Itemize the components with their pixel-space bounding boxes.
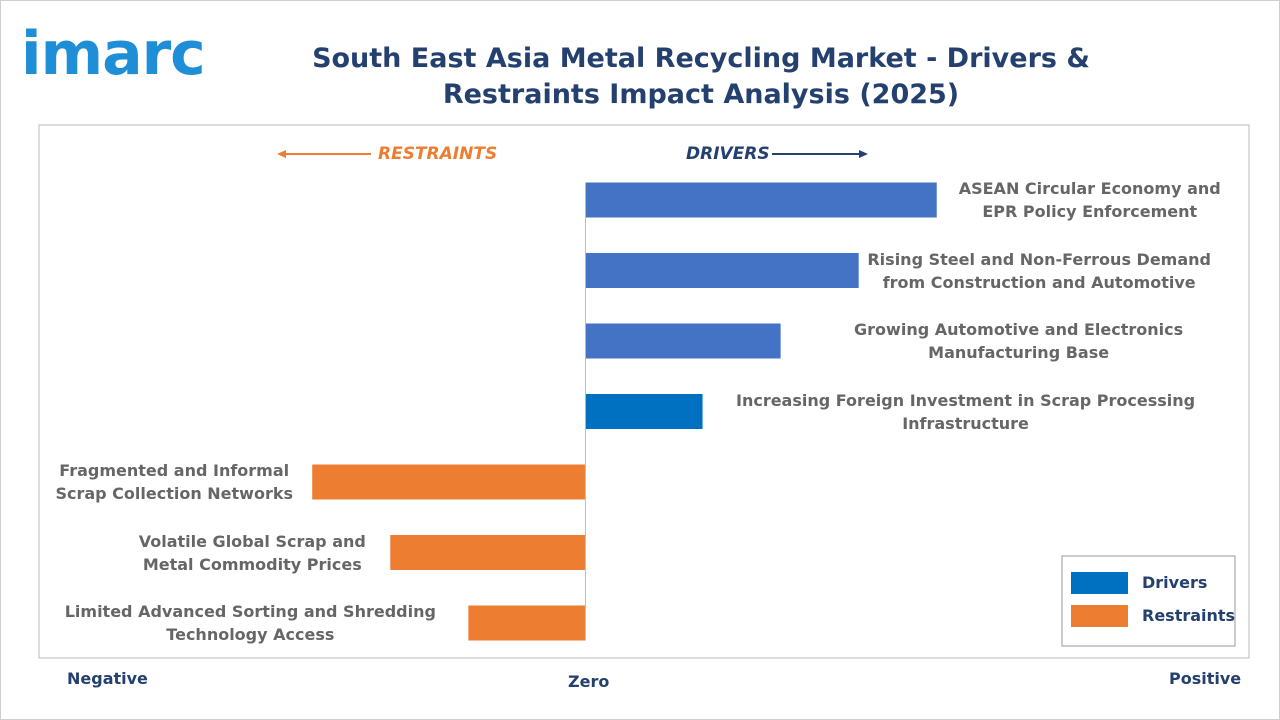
zero-label: Zero bbox=[568, 672, 610, 691]
bar-label: Increasing Foreign Investment in Scrap P… bbox=[735, 390, 1196, 433]
logo: imarc bbox=[21, 19, 206, 89]
bar-label: Growing Automotive and Electronics Manuf… bbox=[854, 320, 1184, 362]
bar-label: Fragmented and Informal Scrap Collection… bbox=[55, 461, 293, 503]
bar-label: Limited Advanced Sorting and Shredding T… bbox=[64, 602, 436, 644]
bar-label: Volatile Global Scrap and Metal Commodit… bbox=[138, 531, 366, 574]
bar bbox=[390, 535, 586, 570]
legend-label: Drivers bbox=[1142, 573, 1208, 592]
bar bbox=[312, 464, 586, 500]
bar bbox=[585, 182, 937, 218]
positive-label: Positive bbox=[1169, 669, 1242, 688]
bar bbox=[585, 253, 859, 288]
bar bbox=[585, 394, 703, 429]
chart-title: South East Asia Metal Recycling Market -… bbox=[312, 43, 1090, 110]
legend-swatch bbox=[1071, 605, 1128, 627]
negative-label: Negative bbox=[67, 669, 148, 688]
bar bbox=[468, 605, 586, 641]
drivers-annotation: DRIVERS bbox=[686, 144, 770, 164]
restraints-annotation: RESTRAINTS bbox=[378, 144, 498, 164]
legend-swatch bbox=[1071, 572, 1128, 594]
restraints-arrowhead bbox=[277, 150, 286, 158]
drivers-arrowhead bbox=[859, 150, 868, 158]
legend-box bbox=[1061, 555, 1236, 647]
bar-label: Rising Steel and Non-Ferrous Demand from… bbox=[867, 249, 1211, 292]
bar bbox=[585, 323, 781, 359]
legend-label: Restraints bbox=[1142, 606, 1236, 625]
bar-label: ASEAN Circular Economy and EPR Policy En… bbox=[958, 179, 1221, 221]
